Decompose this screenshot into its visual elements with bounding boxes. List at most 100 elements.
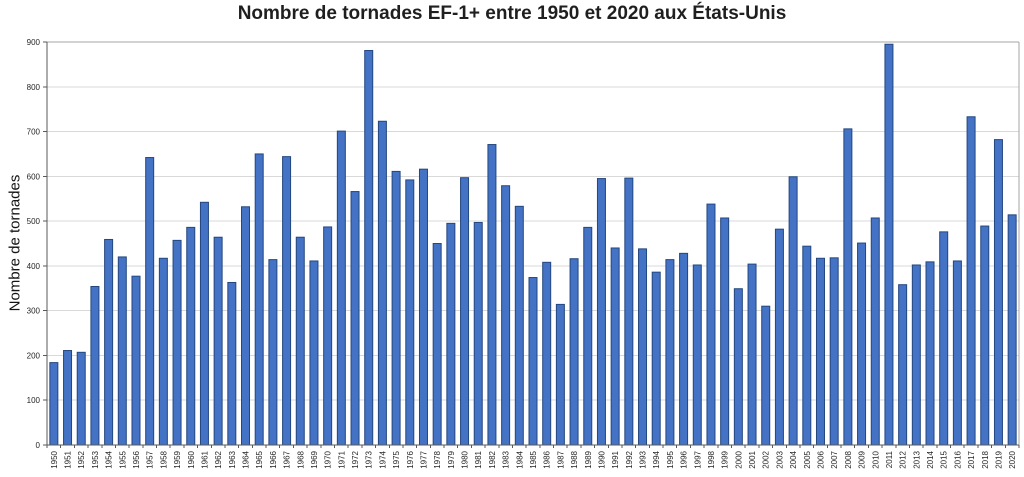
bar-1960: [186, 226, 196, 446]
x-tick-label-1962: 1962: [214, 450, 223, 468]
x-tick-label-1972: 1972: [351, 450, 360, 468]
bar-1982: [487, 144, 497, 446]
x-tick-label-1988: 1988: [570, 450, 579, 468]
bar-1977: [418, 168, 428, 446]
bar-2007: [829, 257, 839, 446]
x-tick-label-2010: 2010: [871, 450, 880, 468]
bar-2019: [993, 139, 1003, 446]
bar-1950: [49, 362, 59, 446]
bar-1986: [542, 261, 552, 446]
x-tick-label-1977: 1977: [419, 450, 428, 468]
bar-1966: [268, 259, 278, 446]
x-tick-label-1993: 1993: [639, 450, 648, 468]
x-tick-label-1953: 1953: [91, 450, 100, 468]
x-tick-label-2001: 2001: [748, 450, 757, 468]
x-tick-label-2015: 2015: [940, 450, 949, 468]
y-tick-label-600: 600: [27, 172, 41, 181]
bar-1975: [391, 170, 401, 446]
x-tick-label-1959: 1959: [173, 450, 182, 468]
y-tick-label-300: 300: [27, 307, 41, 316]
bar-2015: [939, 231, 949, 446]
bar-1956: [131, 275, 141, 446]
x-tick-label-2016: 2016: [953, 450, 962, 468]
bar-2013: [911, 264, 921, 446]
bar-2001: [747, 263, 757, 446]
x-tick-label-1974: 1974: [378, 450, 387, 468]
bar-1990: [596, 178, 606, 446]
x-tick-label-2005: 2005: [803, 450, 812, 468]
x-tick-label-1999: 1999: [721, 450, 730, 468]
bar-1995: [665, 259, 675, 446]
bar-1985: [528, 277, 538, 446]
bar-1987: [555, 303, 565, 446]
bar-2010: [870, 217, 880, 446]
bar-1974: [377, 120, 387, 446]
x-tick-label-2003: 2003: [775, 450, 784, 468]
x-tick-label-1960: 1960: [187, 450, 196, 468]
x-tick-label-2006: 2006: [816, 450, 825, 468]
bar-2009: [857, 242, 867, 446]
bar-1980: [460, 177, 470, 446]
x-tick-label-2002: 2002: [762, 450, 771, 468]
bar-1951: [63, 350, 73, 446]
bar-1970: [323, 226, 333, 446]
x-tick-label-1995: 1995: [666, 450, 675, 468]
bar-2018: [980, 225, 990, 446]
x-tick-label-1967: 1967: [283, 450, 292, 468]
x-tick-label-1991: 1991: [611, 450, 620, 468]
y-tick-label-100: 100: [27, 396, 41, 405]
bar-1961: [199, 201, 209, 446]
x-tick-label-1952: 1952: [77, 450, 86, 468]
x-tick-label-1964: 1964: [242, 450, 251, 468]
bar-2016: [952, 260, 962, 446]
bar-2017: [966, 116, 976, 446]
bar-1957: [145, 157, 155, 446]
bar-2003: [774, 228, 784, 446]
x-tick-label-2009: 2009: [858, 450, 867, 468]
y-tick-label-800: 800: [27, 83, 41, 92]
chart-title: Nombre de tornades EF-1+ entre 1950 et 2…: [237, 3, 787, 24]
x-tick-label-1982: 1982: [488, 450, 497, 468]
bar-1993: [638, 248, 648, 446]
bar-1972: [350, 191, 360, 446]
x-tick-label-2012: 2012: [899, 450, 908, 468]
x-tick-label-1998: 1998: [707, 450, 716, 468]
bar-1952: [76, 351, 86, 446]
bar-1992: [624, 177, 634, 446]
x-tick-label-1979: 1979: [447, 450, 456, 468]
x-tick-label-1987: 1987: [556, 450, 565, 468]
x-tick-label-1958: 1958: [159, 450, 168, 468]
x-tick-label-2014: 2014: [926, 450, 935, 468]
x-tick-label-1968: 1968: [296, 450, 305, 468]
bar-2020: [1007, 214, 1017, 446]
bar-1968: [295, 236, 305, 446]
bar-1964: [241, 206, 251, 446]
bar-1953: [90, 285, 100, 446]
bar-2011: [884, 43, 894, 446]
bar-2002: [761, 305, 771, 446]
bar-1994: [651, 271, 661, 446]
bar-2006: [815, 257, 825, 446]
x-tick-label-1966: 1966: [269, 450, 278, 468]
x-tick-label-2007: 2007: [830, 450, 839, 468]
x-tick-label-1961: 1961: [200, 450, 209, 468]
y-tick-label-700: 700: [27, 128, 41, 137]
x-tick-label-1990: 1990: [597, 450, 606, 468]
x-tick-label-1950: 1950: [50, 450, 59, 468]
x-tick-label-1978: 1978: [433, 450, 442, 468]
bar-1984: [514, 205, 524, 446]
bar-1973: [364, 50, 374, 446]
bar-1983: [501, 185, 511, 446]
x-tick-label-1973: 1973: [365, 450, 374, 468]
x-tick-label-1983: 1983: [502, 450, 511, 468]
bar-1958: [158, 257, 168, 446]
bar-1981: [473, 221, 483, 446]
x-tick-label-1971: 1971: [337, 450, 346, 468]
x-tick-label-2008: 2008: [844, 450, 853, 468]
bar-2014: [925, 261, 935, 446]
x-tick-label-1981: 1981: [474, 450, 483, 468]
bar-1976: [405, 179, 415, 446]
bar-1959: [172, 239, 182, 446]
